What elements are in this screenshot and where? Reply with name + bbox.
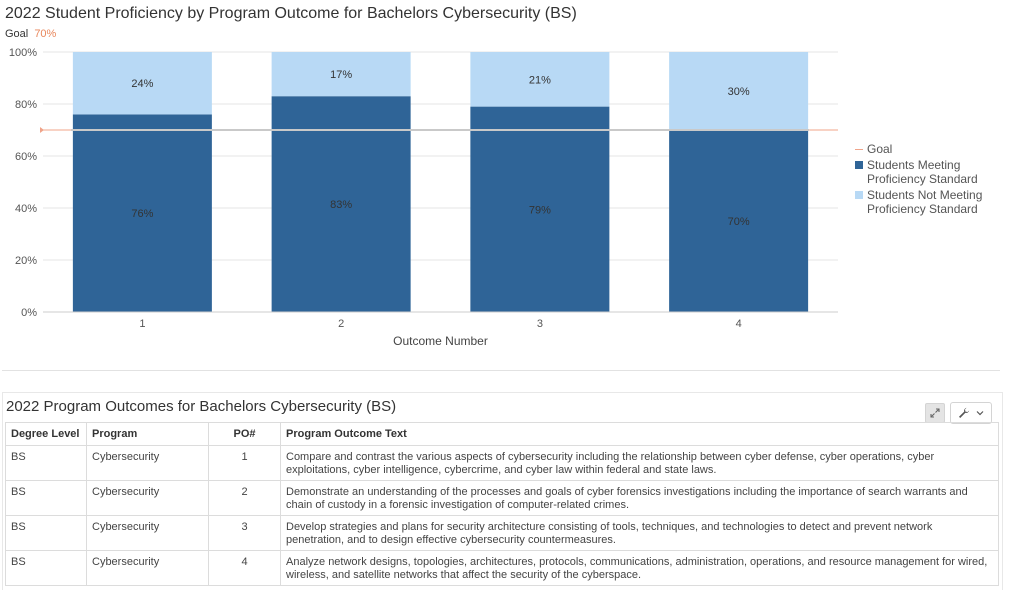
legend-item-not-meeting[interactable]: Students Not Meeting Proficiency Standar… [855, 188, 987, 216]
y-tick-label: 60% [15, 151, 37, 163]
cell-degree-level: BS [5, 480, 87, 516]
bar-meeting [669, 130, 809, 312]
bar-meeting [271, 96, 411, 312]
legend-meeting-swatch [855, 161, 863, 169]
table-title: 2022 Program Outcomes for Bachelors Cybe… [6, 398, 397, 415]
cell-po-number: 4 [208, 550, 281, 586]
col-po-number[interactable]: PO# [208, 422, 281, 446]
y-tick-label: 40% [15, 203, 37, 215]
data-label-meeting: 83% [330, 199, 352, 211]
chart-title: 2022 Student Proficiency by Program Outc… [5, 5, 577, 22]
chart-legend: Goal Students Meeting Proficiency Standa… [855, 142, 987, 218]
bar-meeting [470, 106, 610, 312]
cell-po-number: 3 [208, 515, 281, 551]
cell-outcome-text: Develop strategies and plans for securit… [280, 515, 999, 551]
cell-outcome-text: Demonstrate an understanding of the proc… [280, 480, 999, 516]
y-tick-label: 20% [15, 255, 37, 267]
y-tick-label: 100% [9, 47, 37, 59]
legend-goal-marker [855, 149, 863, 150]
data-label-meeting: 76% [131, 208, 153, 220]
table-row: BS Cybersecurity 2 Demonstrate an unders… [5, 480, 999, 516]
cell-outcome-text: Analyze network designs, topologies, arc… [280, 550, 999, 586]
cell-program: Cybersecurity [86, 550, 209, 586]
goal-caption-label: Goal [5, 28, 29, 40]
col-degree-level[interactable]: Degree Level [5, 422, 87, 446]
y-tick-label: 80% [15, 99, 37, 111]
data-label-not-meeting: 21% [529, 74, 551, 86]
wrench-icon [959, 407, 970, 418]
goal-marker [40, 127, 44, 133]
cell-degree-level: BS [5, 515, 87, 551]
proficiency-chart: 0% 20% 40% 60% 80% 100% 76% 24% 1 83% 17% 2 79% 21% 3 7… [9, 47, 838, 348]
table-row: BS Cybersecurity 3 Develop strategies an… [5, 515, 999, 551]
x-tick-label: 3 [537, 318, 543, 330]
x-axis-title: Outcome Number [393, 334, 488, 348]
table-header-row: Degree Level Program PO# Program Outcome… [5, 422, 999, 446]
legend-meeting-label: Students Meeting Proficiency Standard [867, 158, 978, 186]
goal-caption-value: 70% [34, 28, 57, 40]
x-tick-label: 1 [139, 318, 145, 330]
cell-outcome-text: Compare and contrast the various aspects… [280, 445, 999, 481]
legend-not-meeting-swatch [855, 191, 863, 199]
bar-not-meeting [669, 52, 809, 130]
col-outcome-text[interactable]: Program Outcome Text [280, 422, 999, 446]
cell-po-number: 1 [208, 445, 281, 481]
legend-item-goal[interactable]: Goal [855, 142, 987, 156]
table-row: BS Cybersecurity 1 Compare and contrast … [5, 445, 999, 481]
cell-program: Cybersecurity [86, 480, 209, 516]
legend-not-meeting-label: Students Not Meeting Proficiency Standar… [867, 188, 983, 216]
col-program[interactable]: Program [86, 422, 209, 446]
table-row: BS Cybersecurity 4 Analyze network desig… [5, 550, 999, 586]
data-label-meeting: 79% [529, 204, 551, 216]
outcomes-table: Degree Level Program PO# Program Outcome… [5, 422, 999, 586]
cell-po-number: 2 [208, 480, 281, 516]
cell-degree-level: BS [5, 550, 87, 586]
goal-caption: Goal 70% [5, 28, 56, 40]
legend-goal-label: Goal [867, 142, 893, 156]
y-tick-label: 0% [21, 307, 37, 319]
legend-item-meeting[interactable]: Students Meeting Proficiency Standard [855, 158, 987, 186]
outcomes-panel: 2022 Program Outcomes for Bachelors Cybe… [2, 392, 1003, 590]
cell-degree-level: BS [5, 445, 87, 481]
bar-not-meeting [470, 52, 610, 107]
chevron-down-icon [976, 411, 984, 416]
cell-program: Cybersecurity [86, 445, 209, 481]
data-label-not-meeting: 24% [131, 78, 153, 90]
x-tick-label: 4 [736, 318, 742, 330]
x-tick-label: 2 [338, 318, 344, 330]
data-label-not-meeting: 17% [330, 69, 352, 81]
cell-program: Cybersecurity [86, 515, 209, 551]
data-label-not-meeting: 30% [728, 86, 750, 98]
tools-menu-button[interactable] [950, 402, 992, 424]
data-label-meeting: 70% [728, 216, 750, 228]
bar-not-meeting [72, 52, 212, 115]
bar-meeting [72, 114, 212, 313]
expand-icon [930, 408, 940, 418]
expand-button[interactable] [925, 403, 945, 423]
section-divider [2, 370, 1000, 371]
bar-not-meeting [271, 52, 411, 97]
